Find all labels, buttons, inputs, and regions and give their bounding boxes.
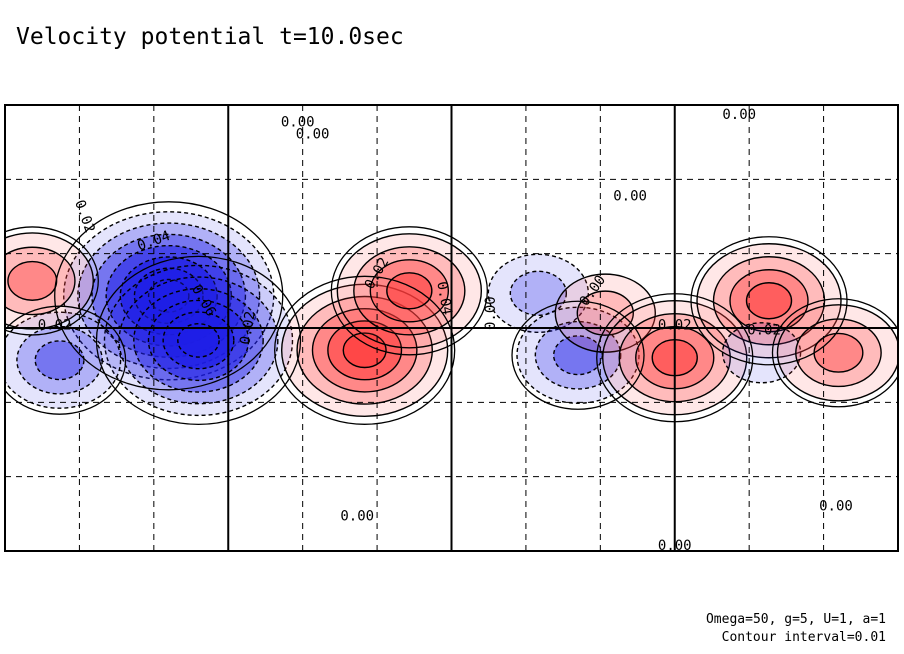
contour-level-1 (5, 311, 122, 409)
contour-level-2 (5, 246, 76, 316)
plot-frame (4, 104, 899, 552)
contour-label: 0.00 (296, 127, 330, 143)
positive-anomaly-12 (776, 304, 898, 402)
contour-level-4 (745, 282, 793, 320)
positive-anomaly-4 (280, 283, 449, 417)
contour-label: 0.02 (71, 198, 98, 235)
contour-label: 0.00 (281, 114, 315, 130)
shaded-field (5, 201, 898, 426)
zero-contour-10 (690, 236, 848, 366)
contour-level-2 (795, 318, 882, 388)
contour-level-1 (554, 273, 656, 353)
contour-label: 0.00 (483, 296, 499, 330)
negative-anomaly-1 (103, 264, 294, 417)
positive-anomaly-10 (696, 243, 842, 359)
positive-anomaly-5 (336, 233, 483, 349)
contour-level-3 (813, 332, 864, 373)
zero-contour-5 (330, 226, 488, 356)
contour-label: 0.02 (747, 322, 781, 338)
contour-level-3 (7, 260, 58, 301)
contour-label: 0.00 (613, 189, 647, 205)
zero-contour-0 (54, 201, 284, 391)
negative-anomaly-2 (5, 311, 122, 409)
contour-level-6 (177, 323, 220, 358)
contour-label: 0.00 (722, 107, 756, 123)
contour-label: 0.04 (433, 280, 455, 316)
zero-contour-12 (771, 298, 898, 408)
zero-contour-4 (274, 275, 456, 425)
zero-contour-2 (5, 305, 127, 415)
zero-contour-7 (511, 300, 645, 410)
contour-level-2 (509, 270, 568, 317)
positive-anomaly-3 (5, 232, 94, 330)
contour-label: 0.02 (658, 318, 692, 334)
contour-level-1 (487, 253, 590, 334)
contour-level-2 (534, 320, 622, 390)
contour-label: 0.00 (819, 498, 853, 514)
lat-lon-grid (5, 105, 898, 551)
contour-label: 0.02 (237, 310, 259, 346)
contour-level-2 (16, 325, 103, 395)
contour-interval-note: Contour interval=0.01 (721, 630, 886, 645)
contour-level-4 (386, 272, 433, 310)
parameters-note: Omega=50, g=5, U=1, a=1 (705, 612, 886, 627)
chart-title: Velocity potential t=10.0sec (16, 24, 404, 50)
zero-contour-3 (5, 226, 99, 336)
zero-contour-1 (95, 255, 302, 426)
contour-label: 0.02 (38, 318, 72, 334)
contour-level-3 (34, 340, 85, 381)
negative-anomaly-6 (487, 253, 590, 334)
contour-label: 0.00 (340, 508, 374, 524)
